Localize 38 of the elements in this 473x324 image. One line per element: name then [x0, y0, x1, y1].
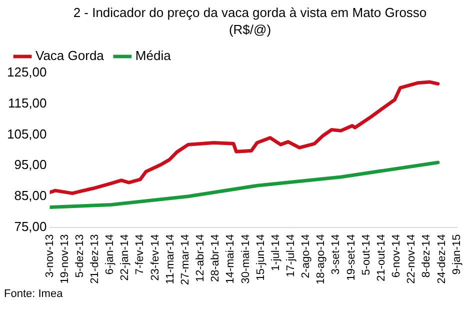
y-tick-label: 85,00 [14, 188, 47, 203]
x-tick-label: 22-jan-14 [119, 234, 132, 281]
y-tick-label: 105,00 [6, 126, 47, 142]
y-tick-label: 125,00 [6, 64, 47, 80]
chart-title: 2 - Indicador do preço da vaca gorda à vista em Mato Grosso (R$/@) [72, 4, 428, 38]
legend-label: Média [135, 48, 172, 64]
x-tick-label: 17-jul-14 [285, 234, 297, 278]
y-tick-label: 115,00 [8, 95, 47, 110]
x-tick-label: 12-abr-14 [194, 234, 207, 282]
x-tick-label: 24-dez-14 [436, 234, 448, 284]
x-tick-label: 30-mai-14 [240, 234, 252, 284]
x-tick-label: 28-abr-14 [210, 234, 222, 282]
x-tick-label: 14-mai-14 [224, 234, 237, 284]
x-tick-label: 19-nov-13 [58, 234, 71, 284]
legend-label: Vaca Gorda [36, 48, 105, 64]
x-tick-label: 22-nov-14 [406, 234, 418, 284]
x-tick-label: 21-out-14 [375, 234, 388, 282]
source-note: Fonte: Imea [4, 288, 64, 300]
y-tick-label: 75,00 [14, 218, 47, 234]
x-tick-label: 3-nov-13 [44, 234, 56, 278]
x-tick-label: 6-nov-14 [390, 234, 403, 278]
x-tick-label: 18-ago-14 [315, 234, 328, 284]
x-tick-label: 27-mar-14 [179, 234, 192, 286]
x-tick-label: 5-out-14 [360, 234, 372, 276]
x-tick-label: 2-ago-14 [300, 234, 312, 278]
x-tick-label: 6-jan-14 [104, 234, 116, 275]
y-tick-label: 95,00 [14, 157, 47, 172]
x-tick-label: 15-jun-14 [254, 234, 267, 281]
x-tick-label: 9-jan-15 [450, 234, 463, 275]
x-tick-label: 19-set-14 [345, 234, 358, 281]
x-tick-label: 11-mar-14 [164, 234, 176, 284]
x-tick-label: 3-set-14 [330, 234, 342, 275]
x-tick-label: 5-dez-13 [74, 234, 86, 278]
x-tick-label: 1-jul-14 [270, 234, 282, 271]
x-tick-label: 8-dez-14 [420, 234, 433, 278]
x-tick-label: 21-dez-13 [89, 234, 102, 284]
x-tick-label: 7-fev-14 [134, 234, 146, 275]
x-tick-label: 23-fev-14 [149, 234, 162, 281]
